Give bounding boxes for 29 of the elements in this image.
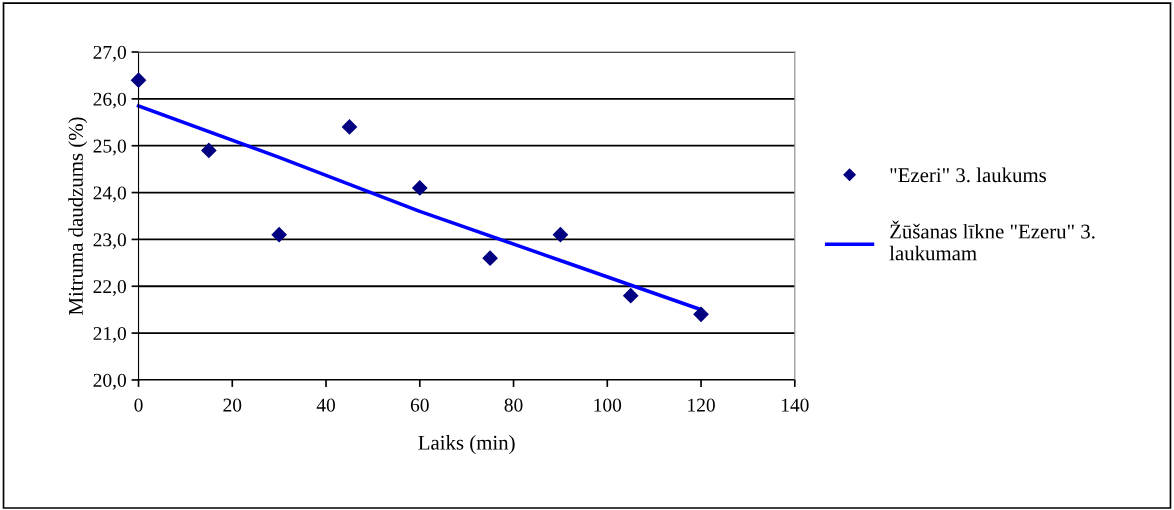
x-tick-label: 0 <box>134 398 143 412</box>
x-tick-label: 140 <box>781 398 809 412</box>
point <box>201 142 217 158</box>
y-tick-label: 20,0 <box>93 373 126 390</box>
point <box>693 306 709 322</box>
point <box>482 250 498 266</box>
x-tick-label: 60 <box>410 398 429 412</box>
x-tick-label: 40 <box>316 398 336 412</box>
point <box>271 227 287 243</box>
y-axis-title: Mitruma daudzums (%) <box>68 117 88 315</box>
point <box>623 288 639 304</box>
x-tick-label: 120 <box>688 398 715 412</box>
x-tick-label: 100 <box>594 398 622 412</box>
y-tick-label: 22,0 <box>93 280 126 296</box>
legend-label: Žūšanas līkne "Ezeru" 3. laukumam <box>889 220 1095 261</box>
point <box>341 119 358 135</box>
point <box>412 180 428 196</box>
x-tick-label: 80 <box>504 398 523 412</box>
y-tick-label: 26,0 <box>93 92 126 109</box>
y-tick-label: 21,0 <box>93 326 126 343</box>
y-tick-label: 23,0 <box>93 233 126 250</box>
y-tick-label: 24,0 <box>93 186 126 203</box>
x-axis-title: Laiks (min) <box>418 435 515 454</box>
point <box>552 227 568 243</box>
point <box>130 72 147 88</box>
y-tick-label: 27,0 <box>93 45 126 62</box>
y-tick-label: 25,0 <box>93 139 126 156</box>
x-tick-label: 20 <box>223 398 242 412</box>
legend-label: "Ezeri" 3. laukums <box>890 167 1047 183</box>
